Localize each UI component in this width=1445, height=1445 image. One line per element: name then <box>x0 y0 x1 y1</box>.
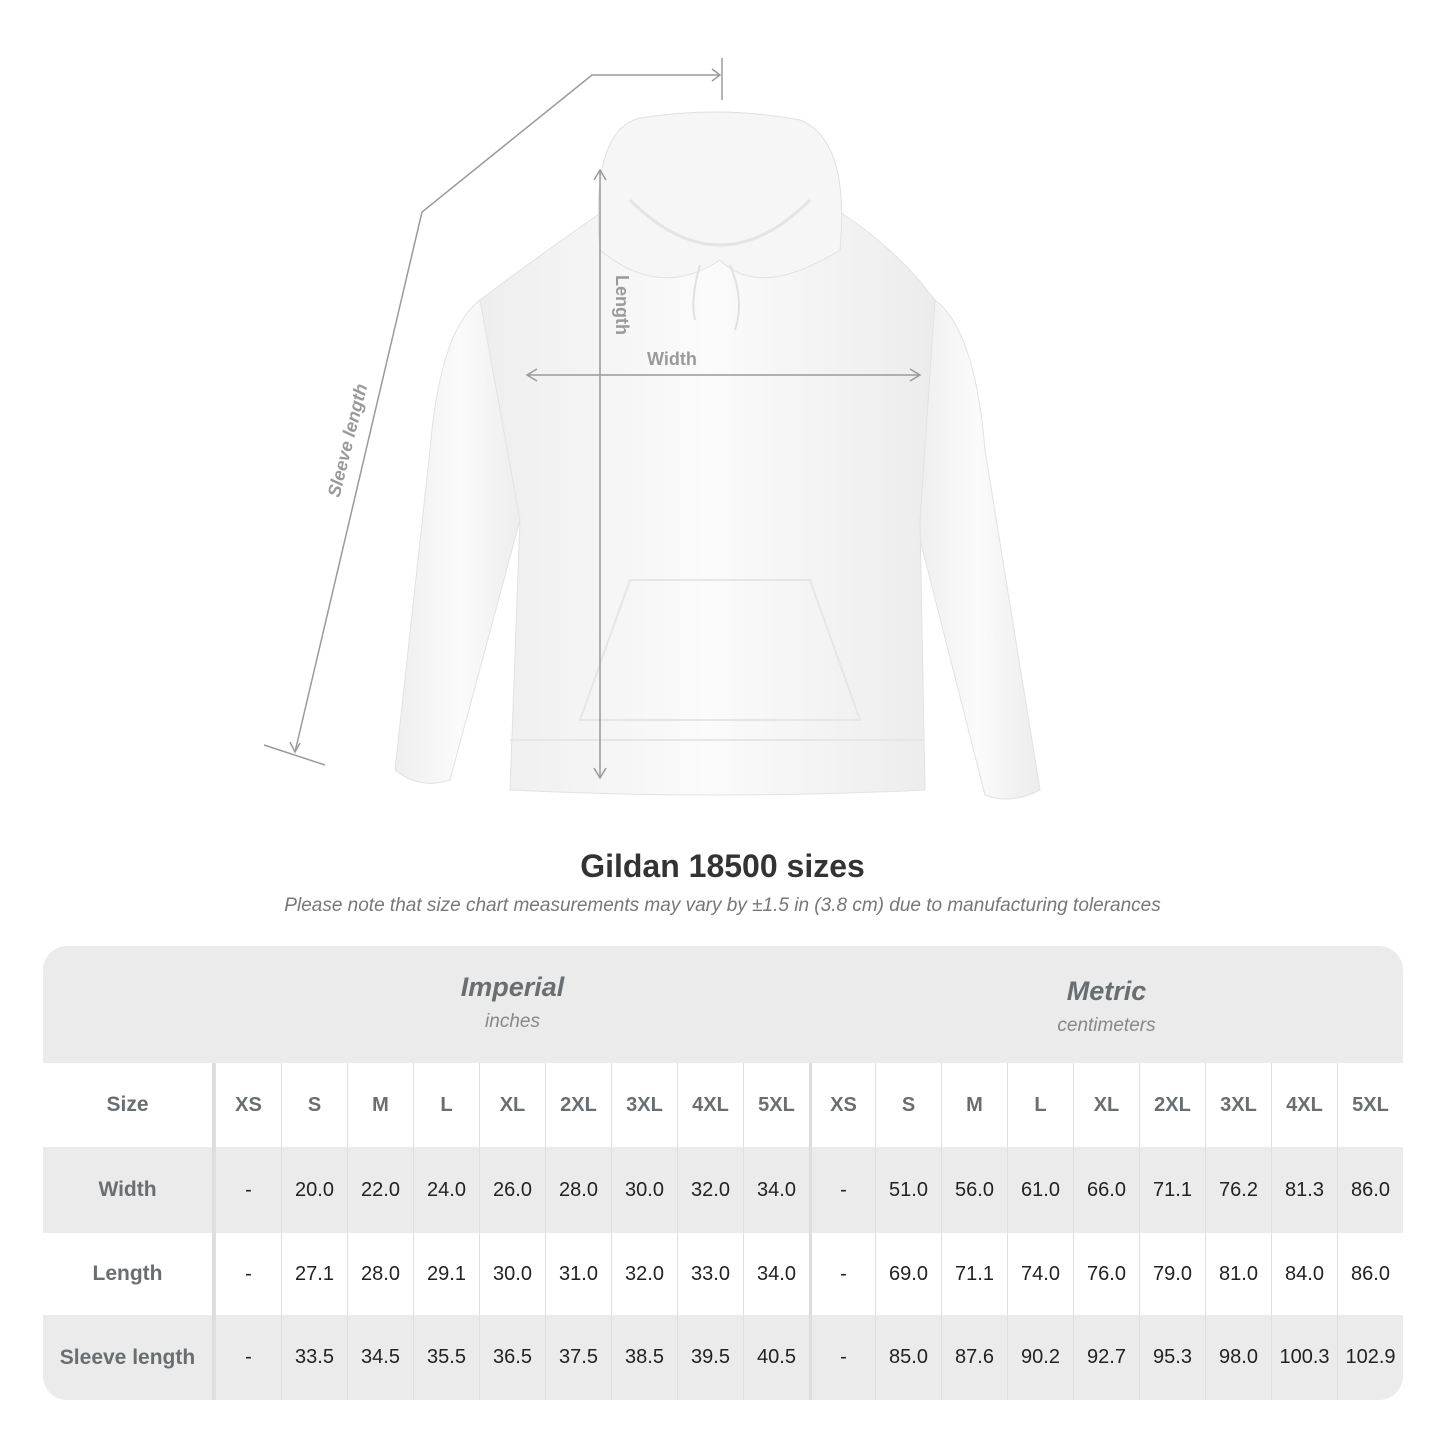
imperial-value: - <box>215 1147 281 1233</box>
imperial-value: 28.0 <box>545 1147 611 1233</box>
imperial-value: 40.5 <box>743 1315 809 1400</box>
imperial-value: 24.0 <box>413 1147 479 1233</box>
imperial-value: 34.0 <box>743 1233 809 1315</box>
metric-value: 61.0 <box>1007 1147 1073 1233</box>
imperial-value: 33.5 <box>281 1315 347 1400</box>
size-header-row: Size XS S M L XL 2XL 3XL 4XL 5XL XS S M L XL 2XL 3XL 4XL 5… <box>43 1063 1403 1147</box>
tolerance-note: Please note that size chart measurements… <box>284 895 1161 916</box>
imperial-title: Imperial <box>460 972 565 1002</box>
imperial-value: 38.5 <box>611 1315 677 1400</box>
width-label: Width <box>647 349 697 369</box>
metric-value: 87.6 <box>941 1315 1007 1400</box>
imperial-size-m: M <box>347 1063 413 1147</box>
metric-value: 71.1 <box>941 1233 1007 1315</box>
metric-value: 90.2 <box>1007 1315 1073 1400</box>
imperial-unit: inches <box>485 1011 540 1032</box>
imperial-value: 28.0 <box>347 1233 413 1315</box>
metric-size-xl: XL <box>1073 1063 1139 1147</box>
metric-size-3xl: 3XL <box>1205 1063 1271 1147</box>
size-table: Imperial inches Metric centimeters Size X… <box>43 946 1403 1400</box>
metric-value: 98.0 <box>1205 1315 1271 1400</box>
imperial-size-4xl: 4XL <box>677 1063 743 1147</box>
metric-size-4xl: 4XL <box>1271 1063 1337 1147</box>
metric-value: - <box>809 1315 875 1400</box>
metric-title: Metric <box>1066 976 1147 1006</box>
metric-header: Metric centimeters <box>810 946 1403 1063</box>
imperial-value: 20.0 <box>281 1147 347 1233</box>
imperial-value: 39.5 <box>677 1315 743 1400</box>
imperial-value: 34.5 <box>347 1315 413 1400</box>
metric-value: 81.0 <box>1205 1233 1271 1315</box>
imperial-value: 30.0 <box>479 1233 545 1315</box>
metric-value: 84.0 <box>1271 1233 1337 1315</box>
sleeve-length-line <box>294 74 720 753</box>
metric-value: 66.0 <box>1073 1147 1139 1233</box>
metric-value: 51.0 <box>875 1147 941 1233</box>
metric-value: 92.7 <box>1073 1315 1139 1400</box>
metric-value: 86.0 <box>1337 1147 1403 1233</box>
imperial-value: 27.1 <box>281 1233 347 1315</box>
imperial-value: 33.0 <box>677 1233 743 1315</box>
hoodie-diagram <box>263 58 1041 800</box>
row-label: Width <box>43 1147 215 1233</box>
imperial-value: 32.0 <box>611 1233 677 1315</box>
metric-size-m: M <box>941 1063 1007 1147</box>
length-label: Length <box>612 275 632 335</box>
table-row-sleeve-length: Sleeve length -33.5 34.5 35.5 36.5 37.5 38.5 39… <box>43 1315 1403 1400</box>
table-row-width: Width -20.0 22.0 24.0 26.0 28.0 30.0 32.0 34.0-5… <box>43 1147 1403 1233</box>
imperial-value: 22.0 <box>347 1147 413 1233</box>
metric-value: 100.3 <box>1271 1315 1337 1400</box>
metric-value: 76.2 <box>1205 1147 1271 1233</box>
imperial-value: 31.0 <box>545 1233 611 1315</box>
imperial-size-xl: XL <box>479 1063 545 1147</box>
imperial-size-5xl: 5XL <box>743 1063 809 1147</box>
metric-value: 69.0 <box>875 1233 941 1315</box>
size-label: Size <box>43 1063 215 1147</box>
metric-unit: centimeters <box>1057 1015 1156 1036</box>
hoodie-illustration <box>394 111 1041 800</box>
metric-size-l: L <box>1007 1063 1073 1147</box>
imperial-value: 36.5 <box>479 1315 545 1400</box>
imperial-size-s: S <box>281 1063 347 1147</box>
metric-value: 76.0 <box>1073 1233 1139 1315</box>
metric-size-xs: XS <box>809 1063 875 1147</box>
imperial-value: 37.5 <box>545 1315 611 1400</box>
chart-title: Gildan 18500 sizes <box>580 848 865 884</box>
row-label: Sleeve length <box>43 1315 215 1400</box>
measurement-lines <box>263 58 922 780</box>
row-label: Length <box>43 1233 215 1315</box>
metric-value: 79.0 <box>1139 1233 1205 1315</box>
metric-value: - <box>809 1233 875 1315</box>
unit-header-band <box>43 946 1403 1063</box>
imperial-header: Imperial inches <box>215 946 810 1063</box>
metric-size-s: S <box>875 1063 941 1147</box>
metric-value: 86.0 <box>1337 1233 1403 1315</box>
metric-value: 56.0 <box>941 1147 1007 1233</box>
metric-size-2xl: 2XL <box>1139 1063 1205 1147</box>
table-row-length: Length -27.1 28.0 29.1 30.0 31.0 32.0 33.0 34.0-… <box>43 1233 1403 1315</box>
imperial-value: 29.1 <box>413 1233 479 1315</box>
imperial-value: - <box>215 1315 281 1400</box>
imperial-size-2xl: 2XL <box>545 1063 611 1147</box>
imperial-size-l: L <box>413 1063 479 1147</box>
metric-value: 81.3 <box>1271 1147 1337 1233</box>
metric-value: 102.9 <box>1337 1315 1403 1400</box>
metric-value: 95.3 <box>1139 1315 1205 1400</box>
metric-value: - <box>809 1147 875 1233</box>
imperial-value: - <box>215 1233 281 1315</box>
metric-value: 71.1 <box>1139 1147 1205 1233</box>
imperial-size-xs: XS <box>215 1063 281 1147</box>
metric-value: 74.0 <box>1007 1233 1073 1315</box>
imperial-value: 30.0 <box>611 1147 677 1233</box>
imperial-value: 35.5 <box>413 1315 479 1400</box>
metric-size-5xl: 5XL <box>1337 1063 1403 1147</box>
imperial-value: 26.0 <box>479 1147 545 1233</box>
imperial-size-3xl: 3XL <box>611 1063 677 1147</box>
imperial-value: 32.0 <box>677 1147 743 1233</box>
imperial-value: 34.0 <box>743 1147 809 1233</box>
metric-value: 85.0 <box>875 1315 941 1400</box>
